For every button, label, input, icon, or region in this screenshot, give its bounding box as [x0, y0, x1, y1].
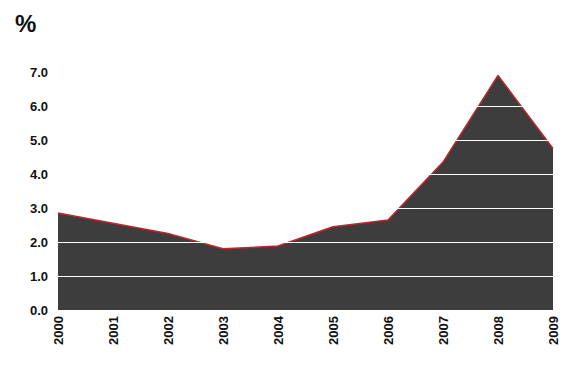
svg-text:2004: 2004 — [271, 315, 286, 345]
svg-text:2005: 2005 — [326, 316, 341, 345]
svg-text:0.0: 0.0 — [30, 303, 48, 318]
svg-text:4.0: 4.0 — [30, 167, 48, 182]
svg-text:7.0: 7.0 — [30, 65, 48, 80]
svg-text:2000: 2000 — [51, 316, 66, 345]
svg-text:2002: 2002 — [161, 316, 176, 345]
svg-text:2008: 2008 — [491, 316, 506, 345]
svg-text:%: % — [15, 10, 36, 37]
svg-text:2007: 2007 — [436, 316, 451, 345]
svg-text:2003: 2003 — [216, 316, 231, 345]
svg-text:3.0: 3.0 — [30, 201, 48, 216]
svg-text:2009: 2009 — [546, 316, 561, 345]
svg-text:2.0: 2.0 — [30, 235, 48, 250]
svg-text:1.0: 1.0 — [30, 269, 48, 284]
svg-text:6.0: 6.0 — [30, 99, 48, 114]
svg-text:2006: 2006 — [381, 316, 396, 345]
svg-text:5.0: 5.0 — [30, 133, 48, 148]
svg-text:2001: 2001 — [106, 316, 121, 345]
